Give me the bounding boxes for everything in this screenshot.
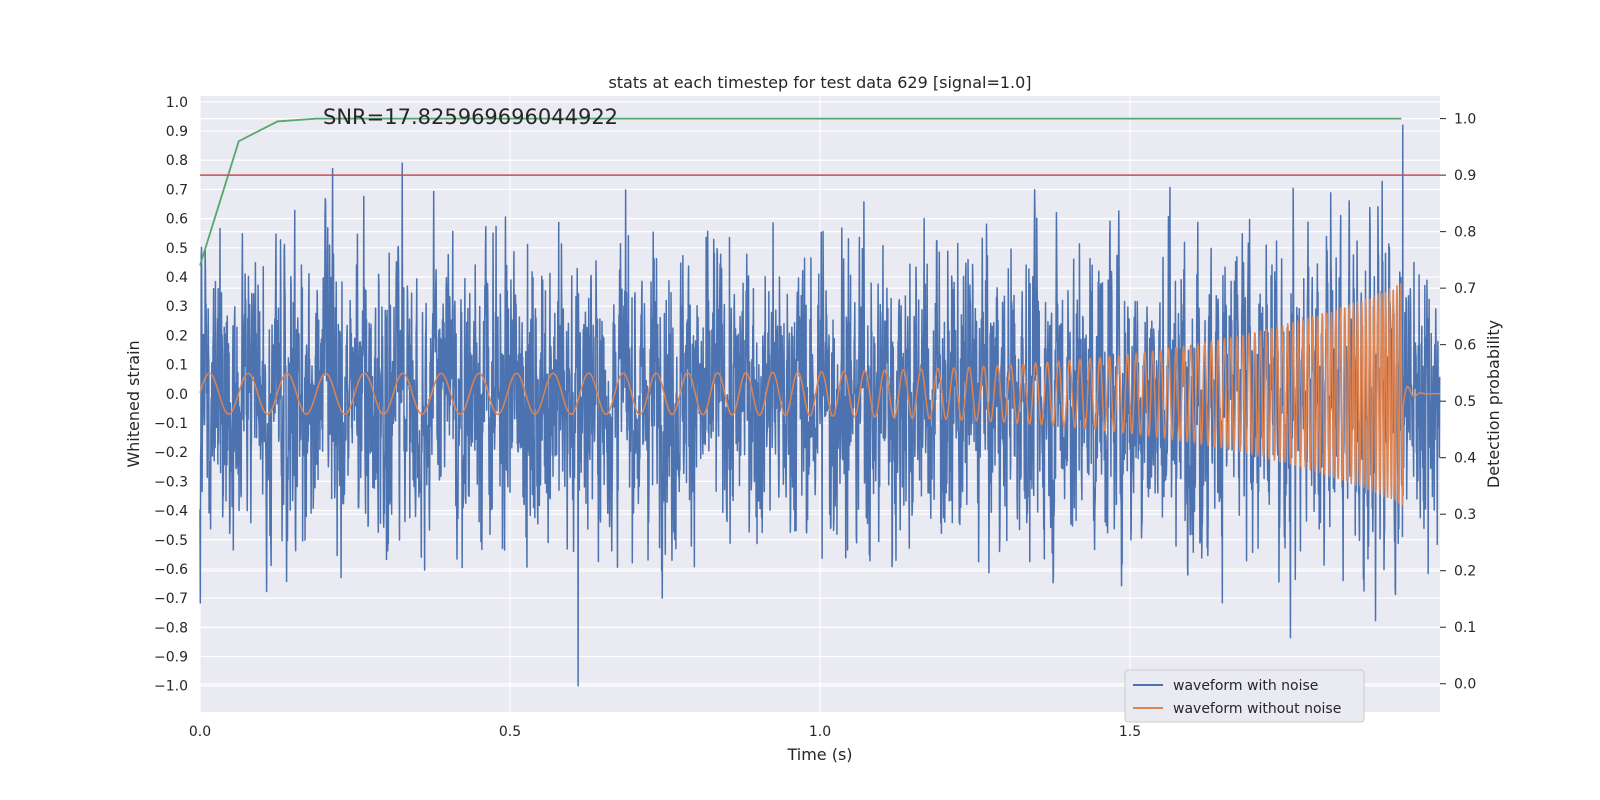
y2-tick-label: 0.0 — [1454, 677, 1476, 693]
y2-axis-label: Detection probability — [1484, 320, 1503, 488]
legend-box — [1124, 669, 1365, 723]
y2-tick-label: 0.8 — [1454, 225, 1476, 241]
y2-tick-label: 1.0 — [1454, 112, 1476, 128]
y-tick-label: −0.5 — [154, 533, 188, 549]
x-tick-label: 0.0 — [189, 724, 211, 740]
waveform-without-noise-series — [199, 283, 1441, 506]
y2-tick-label: 0.1 — [1454, 620, 1476, 636]
y-tick-label: 0.3 — [166, 299, 188, 315]
y-tick-label: 0.8 — [166, 153, 188, 169]
waveform-with-noise-series — [199, 124, 1441, 687]
x-axis-label: Time (s) — [786, 745, 852, 764]
y-tick-label: 0.5 — [166, 241, 188, 257]
y-tick-label: −0.6 — [154, 562, 188, 578]
y-tick-label: −0.7 — [154, 591, 188, 607]
y-tick-label: 0.9 — [166, 124, 188, 140]
y-tick-label: 0.7 — [166, 182, 188, 198]
y-tick-label: −0.4 — [154, 504, 188, 520]
noisy-waveform-line — [199, 124, 1441, 687]
y-tick-label: −0.1 — [154, 416, 188, 432]
detection-probability-series — [199, 117, 1440, 266]
y2-tick-label: 0.6 — [1454, 338, 1476, 354]
tick-labels: 0.0 0.5 1.0 1.5 1.0 0.9 0.8 0.7 0.6 0.5 0.4 0.3 0.2 0… — [154, 95, 1476, 740]
y-tick-label: 0.1 — [166, 358, 188, 374]
y2-tick-label: 0.7 — [1454, 281, 1476, 297]
y2-tick-label: 0.4 — [1454, 451, 1476, 467]
y-tick-label: −0.8 — [154, 620, 188, 636]
y-tick-label: 1.0 — [166, 95, 188, 111]
detection-probability-line — [199, 117, 1402, 266]
chart-title: stats at each timestep for test data 629… — [608, 73, 1031, 92]
y2-tick-label: 0.3 — [1454, 507, 1476, 523]
y-tick-label: −1.0 — [154, 679, 188, 695]
y-tick-label: 0.0 — [166, 387, 188, 403]
y-tick-label: −0.9 — [154, 650, 188, 666]
legend-label-clean: waveform without noise — [1173, 701, 1341, 717]
y2-tick-label: 0.2 — [1454, 564, 1476, 580]
x-tick-label: 1.5 — [1119, 724, 1141, 740]
legend: waveform with noise waveform without noi… — [1124, 669, 1365, 723]
y-tick-label: −0.2 — [154, 445, 188, 461]
legend-label-noisy: waveform with noise — [1173, 678, 1318, 694]
y-tick-label: −0.3 — [154, 474, 188, 490]
y-tick-label: 0.4 — [166, 270, 188, 286]
x-tick-label: 0.5 — [499, 724, 521, 740]
x-tick-label: 1.0 — [809, 724, 831, 740]
clean-waveform-line — [199, 283, 1441, 506]
y-tick-label: 0.2 — [166, 328, 188, 344]
snr-annotation: SNR=17.825969696044922 — [323, 105, 618, 129]
y-tick-label: 0.6 — [166, 212, 188, 228]
y-axis-label: Whitened strain — [124, 340, 143, 467]
y2-tick-label: 0.9 — [1454, 168, 1476, 184]
y2-tick-label: 0.5 — [1454, 394, 1476, 410]
